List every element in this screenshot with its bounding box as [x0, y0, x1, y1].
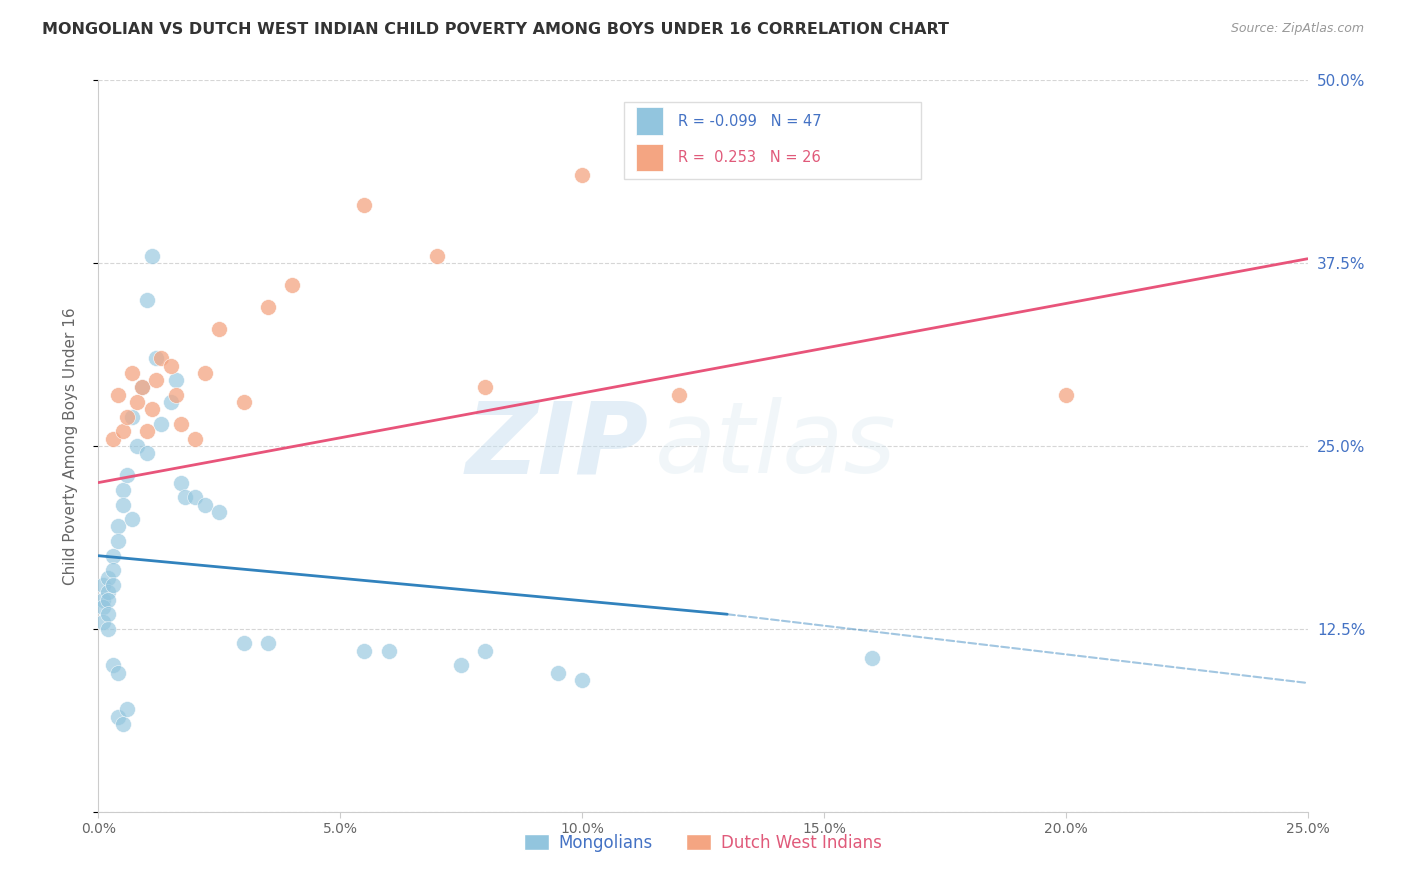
Point	[91, 599, 114, 614]
Bar	[637, 144, 664, 171]
Point	[107, 388, 129, 402]
Point	[135, 446, 157, 460]
Point	[194, 498, 217, 512]
Text: ZIP: ZIP	[465, 398, 648, 494]
Point	[127, 395, 149, 409]
Point	[169, 475, 191, 490]
Point	[107, 709, 129, 723]
Point	[127, 439, 149, 453]
Point	[353, 644, 375, 658]
Point	[426, 249, 449, 263]
Point	[117, 468, 139, 483]
Point	[450, 658, 472, 673]
Point	[97, 585, 120, 599]
Point	[117, 409, 139, 424]
Point	[571, 169, 593, 183]
Point	[281, 278, 304, 293]
Point	[150, 417, 173, 431]
Point	[474, 380, 496, 394]
Point	[135, 293, 157, 307]
Legend: Mongolians, Dutch West Indians: Mongolians, Dutch West Indians	[517, 827, 889, 858]
Point	[91, 615, 114, 629]
Point	[111, 483, 134, 497]
Point	[256, 300, 278, 314]
Point	[121, 366, 143, 380]
Text: R = -0.099   N = 47: R = -0.099 N = 47	[678, 114, 821, 128]
Point	[174, 490, 197, 504]
Point	[131, 380, 153, 394]
Point	[117, 702, 139, 716]
Point	[111, 498, 134, 512]
Point	[121, 409, 143, 424]
Point	[1054, 388, 1077, 402]
Point	[97, 592, 120, 607]
Point	[474, 644, 496, 658]
Point	[135, 425, 157, 439]
Point	[860, 651, 883, 665]
Point	[232, 395, 254, 409]
Point	[145, 373, 167, 387]
Text: MONGOLIAN VS DUTCH WEST INDIAN CHILD POVERTY AMONG BOYS UNDER 16 CORRELATION CHA: MONGOLIAN VS DUTCH WEST INDIAN CHILD POV…	[42, 22, 949, 37]
Point	[353, 197, 375, 211]
Text: atlas: atlas	[655, 398, 896, 494]
Point	[194, 366, 217, 380]
Point	[668, 388, 690, 402]
Point	[150, 351, 173, 366]
Point	[97, 571, 120, 585]
Point	[111, 425, 134, 439]
Point	[101, 578, 124, 592]
Text: R =  0.253   N = 26: R = 0.253 N = 26	[678, 150, 820, 165]
Text: Source: ZipAtlas.com: Source: ZipAtlas.com	[1230, 22, 1364, 36]
Point	[169, 417, 191, 431]
Point	[232, 636, 254, 650]
Point	[571, 673, 593, 687]
Bar	[624, 103, 921, 179]
Point	[97, 607, 120, 622]
Point	[97, 622, 120, 636]
Point	[101, 432, 124, 446]
Point	[101, 658, 124, 673]
Y-axis label: Child Poverty Among Boys Under 16: Child Poverty Among Boys Under 16	[63, 307, 77, 585]
Point	[91, 578, 114, 592]
Point	[160, 395, 183, 409]
Bar	[637, 107, 664, 136]
Point	[165, 388, 187, 402]
Point	[111, 717, 134, 731]
Point	[107, 534, 129, 549]
Point	[107, 519, 129, 533]
Point	[547, 665, 569, 680]
Point	[141, 402, 163, 417]
Point	[91, 592, 114, 607]
Point	[165, 373, 187, 387]
Point	[121, 512, 143, 526]
Point	[184, 490, 207, 504]
Point	[131, 380, 153, 394]
Point	[101, 563, 124, 577]
Point	[208, 322, 231, 336]
Point	[107, 665, 129, 680]
Point	[377, 644, 399, 658]
Point	[184, 432, 207, 446]
Point	[101, 549, 124, 563]
Point	[141, 249, 163, 263]
Point	[160, 359, 183, 373]
Point	[145, 351, 167, 366]
Point	[256, 636, 278, 650]
Point	[208, 505, 231, 519]
